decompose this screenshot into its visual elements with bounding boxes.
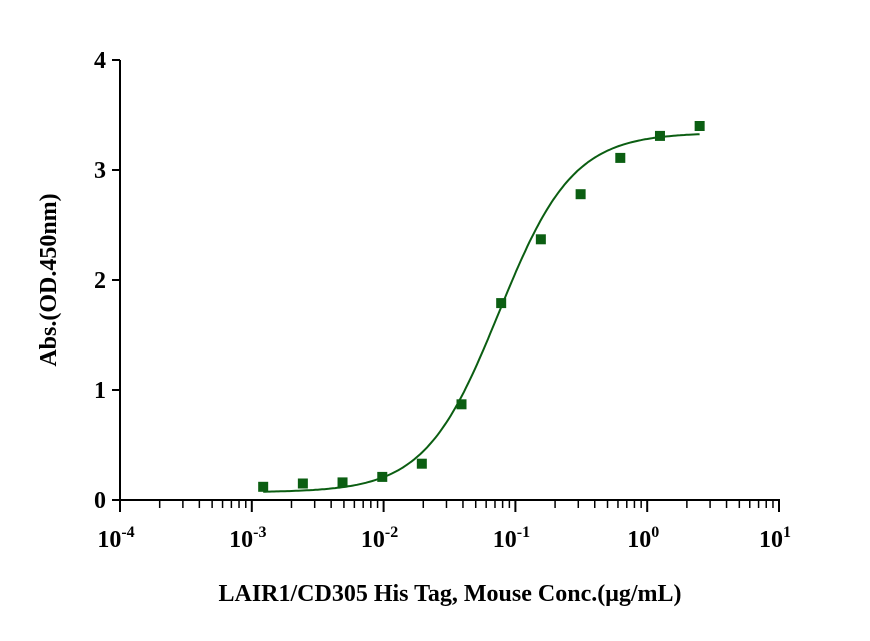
x-tick-label: 100 [627,524,659,553]
fit-curve [263,133,700,493]
y-axis-label: Abs.(OD.450nm) [36,193,62,366]
data-point [575,189,586,200]
data-point [694,121,705,131]
data-point [615,152,626,163]
y-tick-label: 3 [94,158,106,184]
axes [119,60,780,501]
x-tick-label: 10-2 [361,524,398,553]
data-points [258,121,705,492]
x-tick-label: 10-4 [97,524,134,553]
x-tick-label: 10-1 [493,524,530,553]
y-tick-label: 0 [94,488,106,514]
data-point [496,298,507,309]
data-point [535,234,546,245]
data-point [456,399,467,410]
data-point [654,130,665,141]
ticks: 0 1 2 3 4 10-4 10-3 10-2 10-1 100 101 [94,48,791,553]
data-point [258,481,269,492]
data-point [416,458,427,469]
data-point [297,478,308,489]
x-tick-label: 10-3 [229,524,266,553]
y-tick-label: 1 [94,378,106,404]
data-point [377,471,388,482]
x-tick-label: 101 [759,524,791,553]
y-tick-label: 2 [94,268,106,294]
data-point [337,477,348,488]
x-axis-label: LAIR1/CD305 His Tag, Mouse Conc.(μg/mL) [219,581,682,607]
y-tick-label: 4 [94,48,106,74]
